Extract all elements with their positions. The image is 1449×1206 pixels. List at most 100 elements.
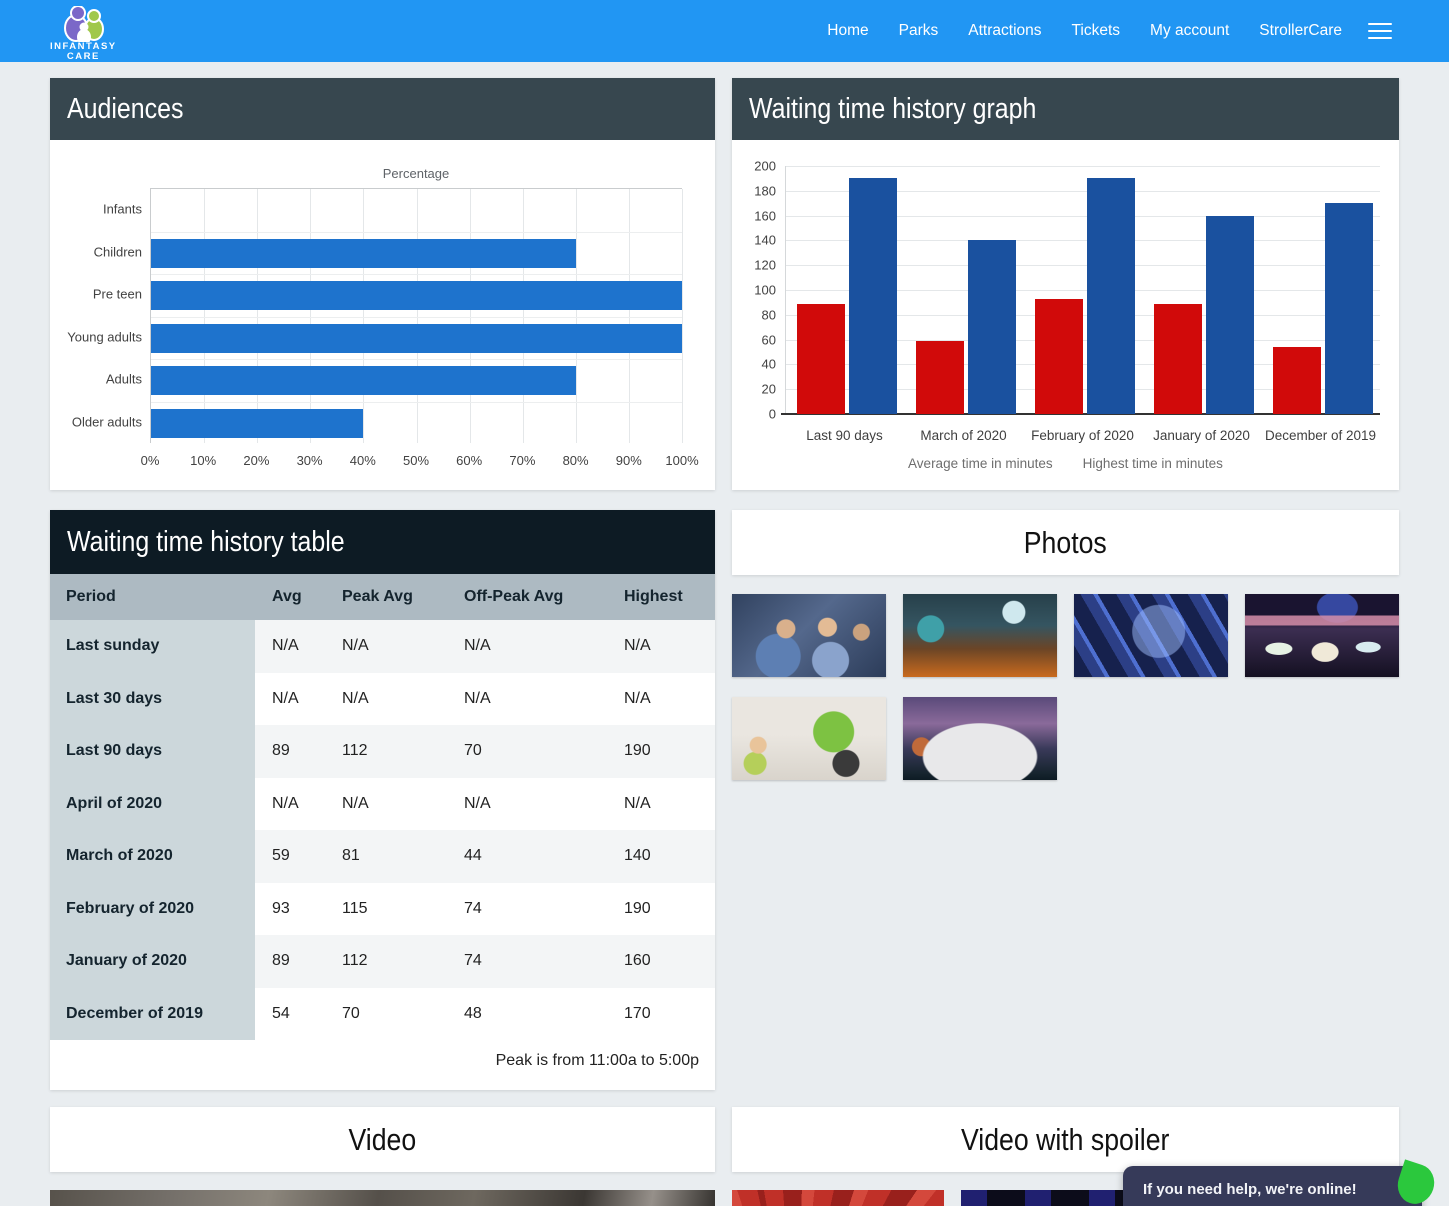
chat-widget[interactable]: If you need help, we're online! [1123,1159,1440,1206]
chat-leaf-decoration [1392,1159,1440,1206]
table-column-header: Peak Avg [325,574,447,620]
table-row: Last 90 days 89 112 70 190 [50,725,715,778]
gridline [786,389,1380,391]
value-cell: N/A [325,777,447,830]
y-category-label: Children [93,244,142,260]
audiences-panel: Audiences Percentage Infants Children Pre … [50,78,715,490]
videos-row: Video Video with spoiler [50,1107,1399,1206]
photo-buzz-lightyear-meet[interactable] [732,697,886,780]
period-cell: Last sunday [50,620,255,673]
nav-item-strollercare[interactable]: StrollerCare [1259,22,1342,39]
photo-ride-guests[interactable] [732,594,886,677]
audience-bar [151,238,576,268]
gridline [786,364,1380,366]
value-cell: 89 [255,725,325,778]
logo-figures-icon [64,6,105,42]
x-tick-label: 50% [402,453,430,468]
period-cell: Last 30 days [50,672,255,725]
logo-line2: CARE [66,51,100,62]
top-navigation-bar: INFANTASY CARE Home Parks Attractions Ticke… [0,0,1449,62]
audience-bar [151,366,576,395]
y-category-label: Adults [105,371,142,387]
x-tick-label: 0% [140,453,160,468]
avg-bar [916,340,964,414]
nav-item-tickets[interactable]: Tickets [1071,22,1121,39]
x-tick-label: 10% [190,453,217,468]
value-cell: N/A [447,672,607,725]
table-row: April of 2020 N/A N/A N/A N/A [50,777,715,830]
y-category-label: Young adults [67,329,142,345]
nav-item-parks[interactable]: Parks [898,22,939,39]
value-cell: 112 [325,725,447,778]
video-panel-header: Video [50,1107,715,1172]
graph-category-labels: Last 90 days March of 2020 February of 202… [785,428,1380,446]
table-row: Last sunday N/A N/A N/A N/A [50,620,715,673]
video-player-thumbnail[interactable] [50,1190,715,1206]
period-cell: Last 90 days [50,725,255,778]
category-label: December of 2019 [1264,428,1377,443]
waiting-table-panel-title: Waiting time history table [67,525,345,558]
waiting-table-panel-header: Waiting time history table [50,510,715,574]
table-row: January of 2020 89 112 74 160 [50,935,715,988]
value-cell: N/A [255,777,325,830]
video-spoiler-title: Video with spoiler [961,1121,1170,1157]
value-cell: N/A [255,672,325,725]
avg-bar [797,303,845,414]
gridline [151,401,682,403]
category-label: January of 2020 [1153,428,1250,443]
audiences-y-labels: Infants Children Pre teen Young adults Adult… [50,188,142,443]
gridline [786,190,1380,192]
photo-space-mountain-exterior[interactable] [903,697,1057,780]
gridline [786,215,1380,217]
nav-item-home[interactable]: Home [827,22,869,39]
period-cell: December of 2019 [50,987,255,1040]
photos-title: Photos [1023,524,1107,560]
value-cell: 115 [325,882,447,935]
value-cell: 160 [607,935,715,988]
video-spoiler-column: Video with spoiler [732,1107,1399,1206]
table-column-header: Off-Peak Avg [447,574,607,620]
value-cell: 170 [607,987,715,1040]
y-tick-label: 160 [754,208,776,224]
waiting-history-table: Period Avg Peak Avg Off-Peak Avg Highest Las… [50,574,715,1082]
value-cell: 81 [325,830,447,883]
y-tick-label: 120 [754,257,776,273]
highest-bar [1206,215,1254,414]
value-cell: 93 [255,882,325,935]
graph-y-labels: 0 20 40 60 80 100 120 140 160 180 200 [732,159,776,422]
gridline [257,189,259,443]
gridline [151,274,682,275]
photos-panel-header: Photos [732,510,1399,575]
y-tick-label: 60 [761,332,776,348]
hamburger-menu-icon[interactable] [1368,18,1392,44]
y-tick-label: 20 [761,381,776,397]
nav-item-attractions[interactable]: Attractions [968,22,1042,39]
photo-control-panels-overhead[interactable] [1074,594,1228,677]
table-footer-row: Peak is from 11:00a to 5:00p [50,1040,715,1082]
table-header-row: Period Avg Peak Avg Off-Peak Avg Highest [50,574,715,620]
table-column-header: Avg [255,574,325,620]
gridline [310,189,312,443]
audiences-panel-title: Audiences [67,92,184,125]
y-category-label: Pre teen [92,286,142,302]
value-cell: 190 [607,882,715,935]
audiences-chart: Percentage Infants Children Pre teen Young … [50,140,715,490]
x-tick-label: 90% [615,453,642,468]
charts-row: Audiences Percentage Infants Children Pre … [50,78,1399,490]
waiting-graph-chart: 0 20 40 60 80 100 120 140 160 180 200 Last 90 days… [732,140,1399,490]
avg-bar [1035,298,1083,414]
photo-cargo-control-center[interactable] [1245,594,1399,677]
legend-item: Highest time in minutes [1082,456,1223,471]
photo-ride-queue-interior[interactable] [903,594,1057,677]
highest-bar [1325,203,1373,414]
nav-item-my-account[interactable]: My account [1150,22,1230,39]
avg-bar [1154,303,1202,414]
value-cell: 112 [325,935,447,988]
site-logo[interactable]: INFANTASY CARE [50,6,117,62]
nav-items: Home Parks Attractions Tickets My account Str… [827,22,1342,40]
audiences-panel-header: Audiences [50,78,715,140]
spoiler-video-thumbnail-1[interactable] [732,1190,944,1206]
highest-bar [849,178,897,414]
x-tick-label: 70% [509,453,536,468]
category-label: February of 2020 [1031,428,1134,443]
